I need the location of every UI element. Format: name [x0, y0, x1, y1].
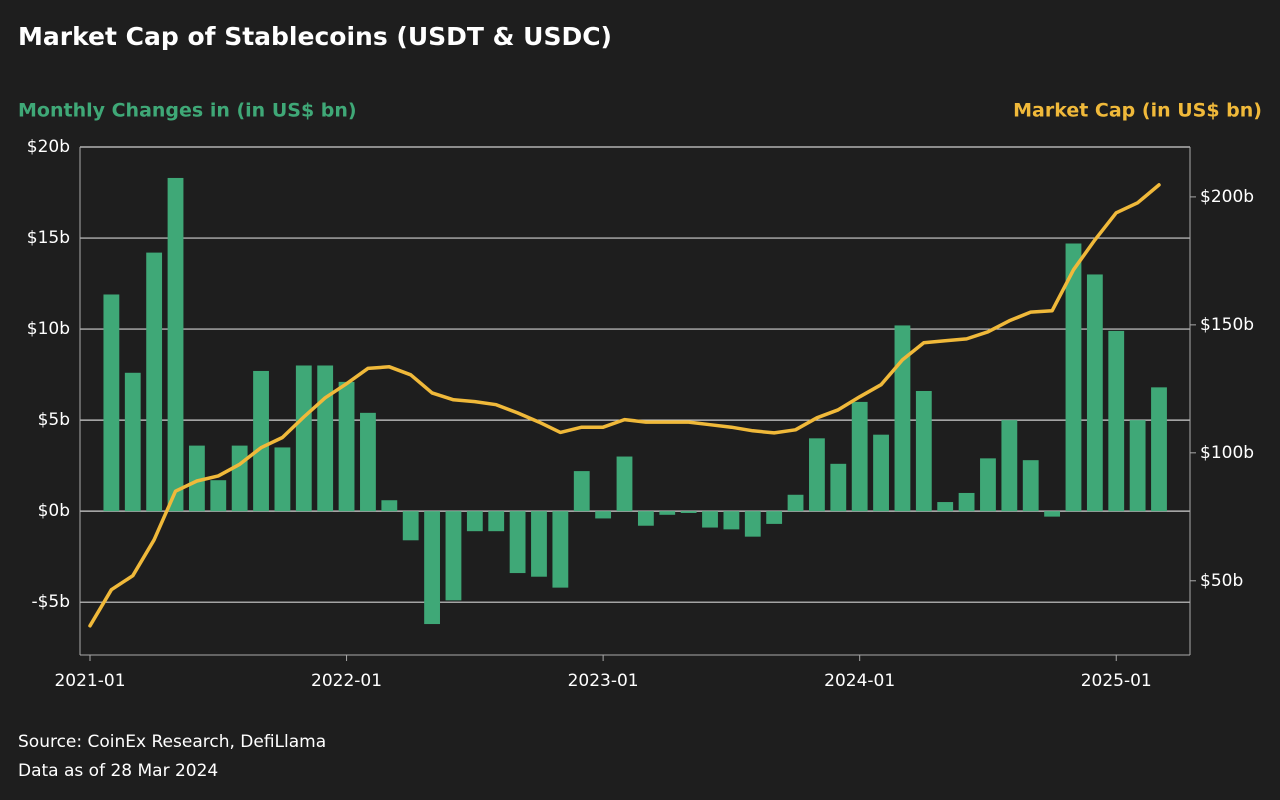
- y-tick-label: $10b: [27, 319, 70, 339]
- bar: [552, 511, 569, 588]
- y-tick-label: $5b: [38, 410, 70, 430]
- bar: [360, 412, 376, 512]
- bar: [702, 511, 718, 528]
- bar: [445, 511, 462, 601]
- bar: [381, 500, 398, 512]
- bar: [317, 365, 334, 512]
- bar: [1044, 511, 1061, 517]
- bar: [851, 401, 868, 512]
- bar: [188, 445, 205, 512]
- y2-tick-label: $50b: [1200, 571, 1243, 591]
- bar: [424, 511, 440, 625]
- bar: [787, 494, 804, 512]
- bar: [210, 480, 227, 512]
- bar: [595, 511, 612, 519]
- y2-tick-label: $200b: [1200, 187, 1254, 207]
- bar: [680, 511, 697, 513]
- source: Source: CoinEx Research, DefiLlama: [18, 732, 326, 752]
- bar: [466, 511, 483, 532]
- bar: [766, 511, 783, 524]
- bar: [295, 365, 312, 512]
- bar: [573, 471, 590, 512]
- y-tick-label: $20b: [27, 137, 70, 157]
- bar: [146, 252, 163, 512]
- bar: [1065, 243, 1082, 512]
- y2-tick-label: $100b: [1200, 443, 1254, 463]
- bar: [980, 458, 996, 512]
- x-tick-label: 2024-01: [824, 671, 895, 691]
- y-axis-label: Monthly Changes in (in US$ bn): [18, 100, 357, 122]
- bar: [402, 511, 419, 541]
- bar: [937, 502, 954, 512]
- y-tick-label: $0b: [38, 501, 70, 521]
- bar: [124, 372, 141, 512]
- bar: [488, 511, 505, 532]
- bar: [509, 511, 526, 574]
- x-tick-label: 2021-01: [54, 671, 125, 691]
- bar: [616, 456, 633, 512]
- bar: [1151, 387, 1167, 512]
- bar: [338, 381, 355, 512]
- bar: [894, 325, 911, 512]
- bar: [723, 511, 740, 530]
- bar: [531, 511, 547, 577]
- bar: [659, 511, 676, 515]
- bar: [1086, 274, 1103, 512]
- bar: [915, 390, 932, 512]
- chart-title: Market Cap of Stablecoins (USDT & USDC): [18, 22, 612, 51]
- bar: [958, 492, 975, 512]
- bar: [103, 294, 120, 512]
- note: Data as of 28 Mar 2024: [18, 761, 218, 781]
- bar: [167, 177, 184, 512]
- y-tick-label: $15b: [27, 228, 70, 248]
- y-tick-label: -$5b: [31, 592, 70, 612]
- bar: [637, 511, 654, 526]
- bar: [1108, 330, 1125, 512]
- bar: [231, 445, 248, 512]
- bar: [830, 463, 847, 512]
- bar: [1022, 460, 1039, 512]
- bar: [1129, 420, 1146, 512]
- x-tick-label: 2025-01: [1081, 671, 1152, 691]
- y2-tick-label: $150b: [1200, 315, 1254, 335]
- bar: [274, 447, 291, 512]
- bar: [873, 434, 889, 512]
- x-tick-label: 2022-01: [311, 671, 382, 691]
- bar: [1001, 420, 1018, 512]
- y2-axis-label: Market Cap (in US$ bn): [1013, 100, 1262, 122]
- bar: [744, 511, 761, 537]
- bar: [809, 438, 825, 512]
- line: [88, 183, 1161, 628]
- x-tick-label: 2023-01: [568, 671, 639, 691]
- bar: [253, 370, 269, 512]
